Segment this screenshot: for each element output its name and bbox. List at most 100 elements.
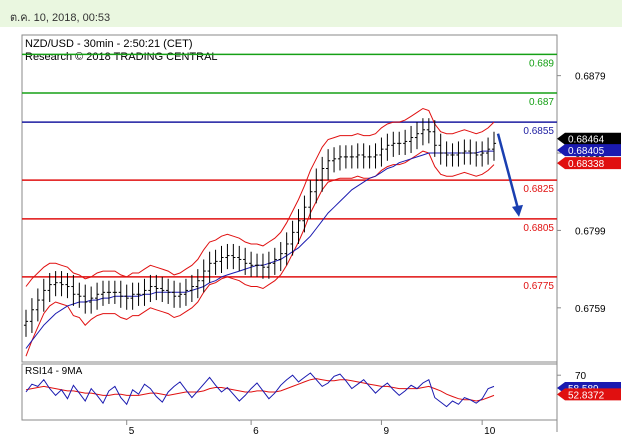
candle [331, 147, 337, 173]
candle [480, 141, 485, 167]
candle [462, 139, 467, 165]
candle [456, 141, 461, 167]
candle [397, 131, 402, 155]
y-tick-label: 0.6759 [575, 304, 606, 315]
candle [385, 133, 390, 161]
candle [201, 259, 206, 293]
candle [41, 278, 46, 312]
candle [355, 143, 360, 169]
level-label-0: 0.689 [529, 58, 554, 69]
candle [59, 271, 64, 297]
candle [254, 253, 260, 277]
candle [414, 122, 420, 150]
candle [278, 242, 283, 272]
price-badge-2 [557, 157, 621, 170]
candle [379, 137, 384, 167]
candle [486, 137, 491, 165]
y-tick-label: 0.6879 [575, 72, 606, 83]
candle [491, 131, 497, 161]
price-badge-label-2: 0.68338 [568, 159, 605, 170]
forecast-arrow-head [512, 204, 523, 217]
candle [296, 209, 301, 244]
chart-title: NZD/USD - 30min - 2:50:21 (CET) [25, 38, 192, 50]
candle [148, 274, 153, 303]
candle [438, 133, 443, 165]
candle [468, 139, 473, 165]
rsi-tick-label: 70 [575, 371, 587, 382]
candle [260, 253, 266, 279]
rsi-badge-label-1: 52.8372 [568, 390, 605, 401]
candle [308, 180, 313, 219]
candle [142, 278, 147, 306]
candle [71, 274, 76, 306]
candle [361, 143, 366, 169]
candle [408, 125, 414, 154]
candle [207, 251, 212, 283]
candle [29, 298, 34, 333]
candle [124, 284, 129, 310]
candle [343, 145, 348, 169]
bollinger-lower-line [25, 150, 495, 357]
candle [320, 156, 325, 192]
candle [444, 141, 449, 167]
candle [177, 282, 183, 308]
x-tick-label: 10 [484, 426, 496, 437]
candle [83, 284, 88, 314]
candle [53, 271, 58, 297]
main-panel-frame [21, 34, 558, 363]
candle [166, 278, 171, 304]
level-label-1: 0.687 [529, 97, 554, 108]
level-label-4: 0.6805 [523, 223, 554, 234]
datetime-label: ต.ค. 10, 2018, 00:53 [10, 12, 111, 24]
candle [302, 195, 307, 233]
forecast-arrow-shaft [496, 133, 520, 210]
candle [391, 131, 396, 157]
candle [474, 141, 479, 167]
candle [189, 274, 194, 303]
candle [195, 269, 200, 299]
candle [290, 220, 295, 256]
candle [237, 245, 242, 272]
level-label-5: 0.6775 [523, 281, 554, 292]
candle [426, 118, 431, 144]
candle [314, 168, 319, 204]
candle [154, 274, 159, 301]
price-badge-label-0: 0.68464 [568, 135, 605, 146]
candle [213, 249, 218, 275]
moving-average-line [25, 150, 494, 349]
candle [225, 243, 230, 270]
candle [231, 243, 236, 270]
rsi-label: RSI14 - 9MA [25, 366, 83, 377]
x-tick-label: 5 [129, 426, 135, 437]
candle [95, 282, 100, 310]
candle [219, 245, 224, 273]
candle [249, 251, 254, 277]
candle [373, 143, 378, 169]
bollinger-upper-line [25, 107, 495, 287]
rsi-line [25, 372, 495, 408]
candle [77, 282, 82, 308]
candle [183, 278, 189, 306]
chart-subtitle: Research © 2018 TRADING CENTRAL [25, 51, 218, 63]
candle [47, 272, 52, 303]
price-badge-label-1: 0.68405 [568, 146, 605, 157]
candle [266, 251, 271, 279]
candle [450, 143, 455, 167]
candle [367, 145, 372, 169]
x-tick-label: 6 [253, 426, 259, 437]
candle [118, 280, 123, 308]
candle [349, 145, 354, 169]
rsi-badge-1 [557, 388, 621, 401]
candle [106, 280, 112, 304]
candle [112, 280, 117, 304]
candle [130, 282, 135, 310]
candle [172, 280, 177, 308]
candle [420, 118, 425, 146]
rsi-panel-frame [21, 363, 558, 421]
top-status-bar: ต.ค. 10, 2018, 00:53 [0, 0, 622, 27]
candle [243, 247, 248, 275]
candle [284, 232, 289, 266]
level-label-3: 0.6825 [523, 184, 554, 195]
candle [136, 282, 141, 306]
candle [65, 272, 70, 299]
